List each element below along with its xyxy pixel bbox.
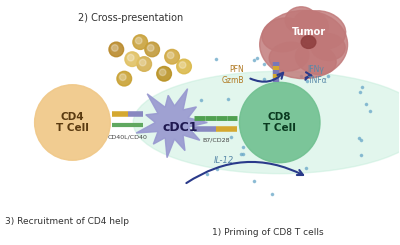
Text: 3) Recruitment of CD4 help: 3) Recruitment of CD4 help — [5, 217, 129, 226]
Text: Tumor: Tumor — [292, 27, 326, 37]
Text: CD8
T Cell: CD8 T Cell — [263, 112, 296, 133]
Ellipse shape — [311, 34, 345, 60]
Ellipse shape — [296, 44, 336, 74]
Ellipse shape — [133, 71, 400, 174]
Text: CD4
T Cell: CD4 T Cell — [56, 112, 89, 133]
Ellipse shape — [117, 71, 132, 86]
Text: cDC1: cDC1 — [162, 121, 198, 134]
Ellipse shape — [165, 49, 180, 64]
Ellipse shape — [140, 59, 146, 66]
Ellipse shape — [157, 66, 172, 81]
Text: PFN
GzmB: PFN GzmB — [221, 65, 244, 85]
Text: 1) Priming of CD8 T cells: 1) Priming of CD8 T cells — [212, 228, 324, 237]
Ellipse shape — [301, 36, 316, 49]
Ellipse shape — [294, 11, 328, 39]
Ellipse shape — [269, 42, 309, 71]
Ellipse shape — [120, 74, 126, 80]
Ellipse shape — [148, 45, 154, 51]
Ellipse shape — [159, 69, 166, 76]
Ellipse shape — [285, 7, 317, 34]
Ellipse shape — [137, 57, 152, 71]
Text: CD40L/CD40: CD40L/CD40 — [108, 134, 148, 139]
Ellipse shape — [145, 42, 160, 57]
Text: IFNγ
TNFα: IFNγ TNFα — [308, 65, 327, 85]
Polygon shape — [136, 89, 207, 158]
Ellipse shape — [260, 11, 348, 79]
Ellipse shape — [240, 82, 320, 163]
Text: B7/CD28: B7/CD28 — [202, 138, 230, 143]
Ellipse shape — [136, 37, 142, 44]
Text: IL-12: IL-12 — [214, 156, 234, 165]
Ellipse shape — [177, 59, 191, 74]
Ellipse shape — [112, 45, 118, 51]
Ellipse shape — [125, 52, 140, 66]
Ellipse shape — [262, 18, 306, 52]
Ellipse shape — [296, 11, 346, 49]
Ellipse shape — [179, 62, 186, 68]
Ellipse shape — [128, 54, 134, 61]
Text: 2) Cross-presentation: 2) Cross-presentation — [78, 13, 184, 23]
Ellipse shape — [35, 85, 110, 160]
Ellipse shape — [109, 42, 124, 57]
Ellipse shape — [133, 35, 148, 49]
Ellipse shape — [167, 52, 174, 59]
